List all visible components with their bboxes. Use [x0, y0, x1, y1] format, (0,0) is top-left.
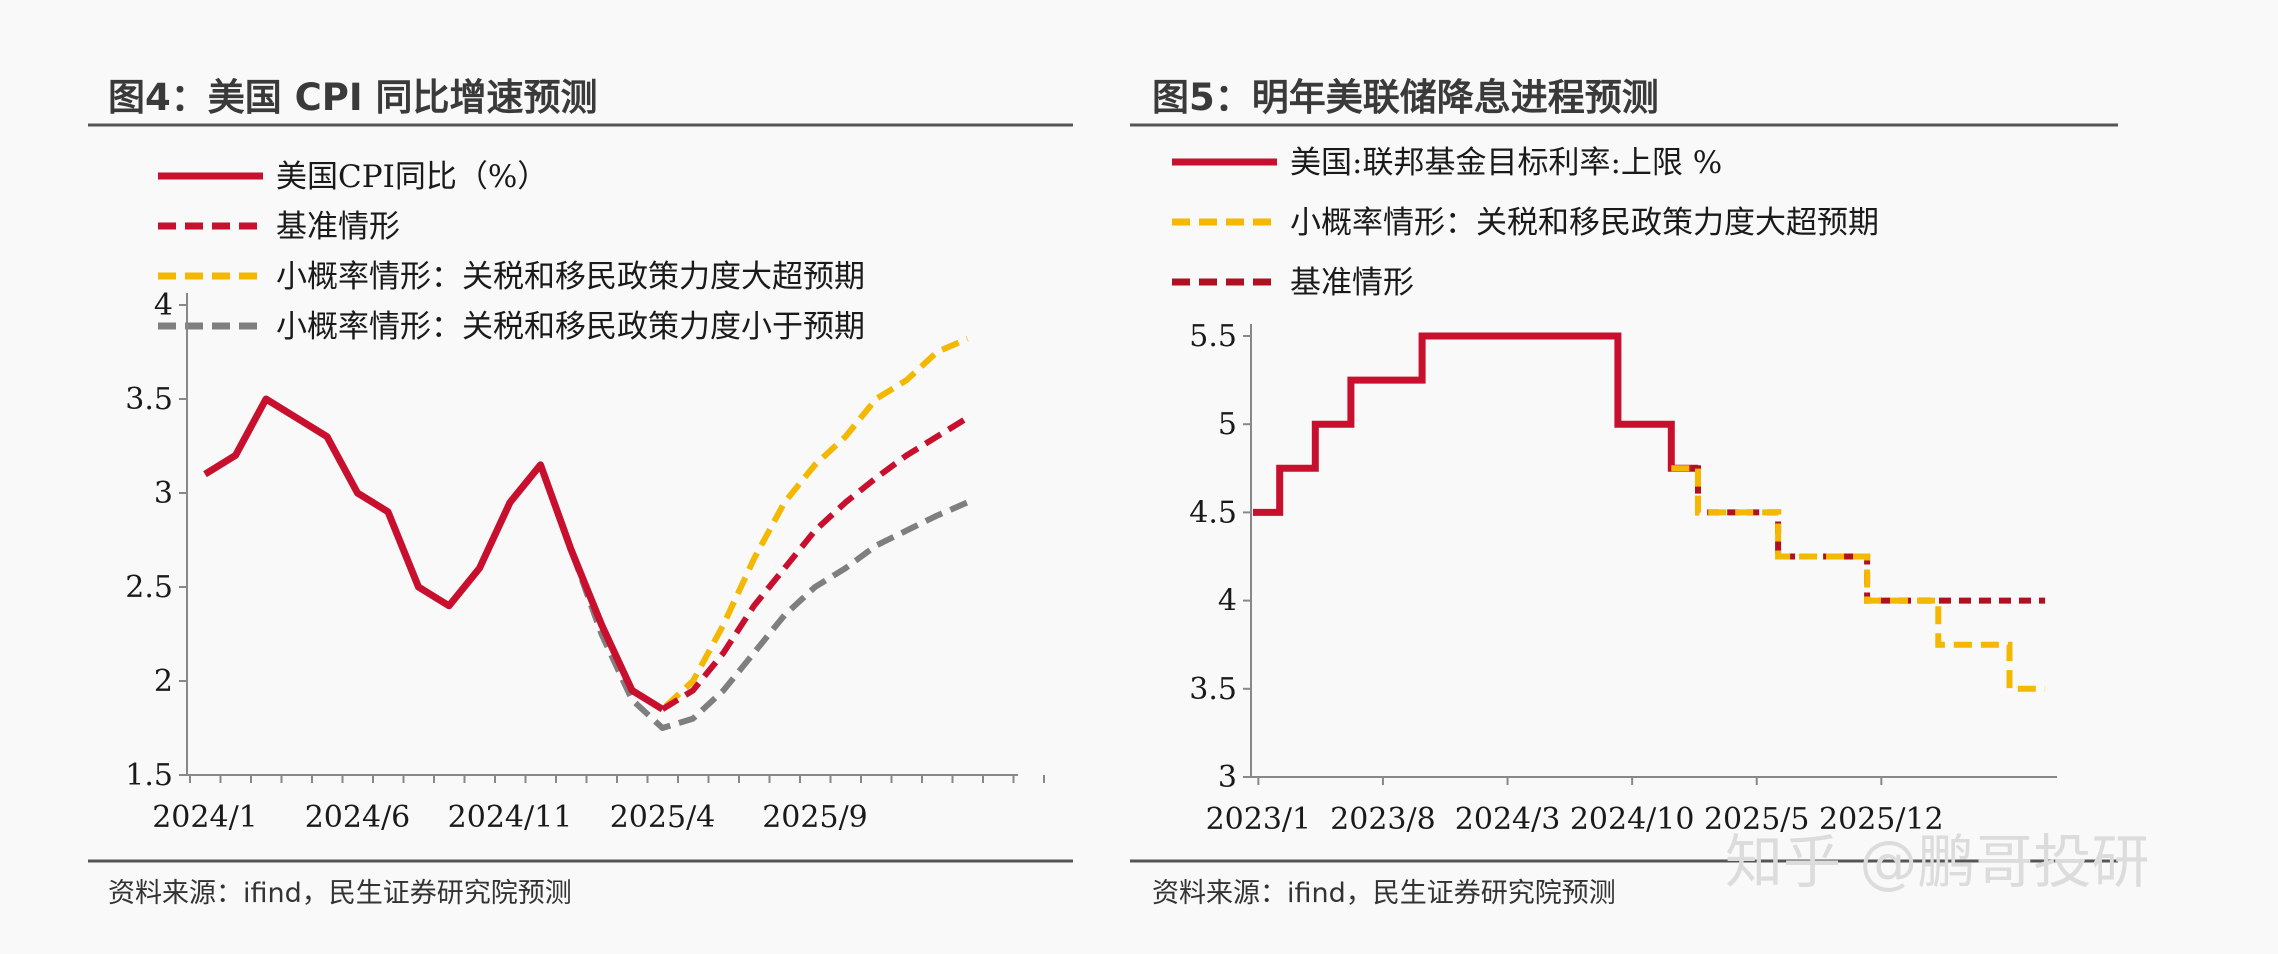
x-tick-label: 2024/10 [1570, 802, 1695, 837]
x-tick-label: 2025/9 [762, 800, 868, 835]
x-tick-label: 2024/1 [152, 800, 258, 835]
series-line [203, 395, 665, 713]
x-tick-label: 2023/8 [1330, 802, 1436, 837]
y-tick-label: 2 [154, 664, 173, 699]
axes: 3 3.5 4 4.5 5 5.5 2023/1 2023/8 2024/3 2024/10 202… [1189, 319, 2057, 837]
axes: 1.5 2 2.5 3 3.5 4 2024/1 2024/6 2024/11 2025/4 202… [125, 288, 1045, 835]
y-tick-label: 4 [154, 288, 173, 323]
legend-label: 小概率情形：关税和移民政策力度大超预期 [276, 259, 865, 295]
figure-fed-rate-forecast: 图5：明年美联储降息进程预测 美国:联邦基金目标利率:上限 % 小概率情形：关税和… [1130, 76, 2118, 909]
y-tick-label: 2.5 [125, 570, 173, 605]
legend-label: 基准情形 [1290, 265, 1414, 301]
series-line [1671, 465, 2046, 692]
x-tick-label: 2025/12 [1819, 802, 1944, 837]
x-tick-label: 2024/6 [305, 800, 411, 835]
source-note: 资料来源：ifind，民生证券研究院预测 [1152, 878, 1616, 909]
y-tick-label: 3.5 [1189, 672, 1237, 707]
series-line [660, 415, 970, 712]
source-note: 资料来源：ifind，民生证券研究院预测 [108, 878, 572, 909]
watermark: 知乎 @鹏哥投研 [1725, 828, 2149, 896]
y-tick-label: 3 [1218, 760, 1237, 795]
y-tick-label: 5.5 [1189, 319, 1237, 354]
series-line [476, 336, 969, 713]
y-tick-label: 3 [154, 476, 173, 511]
legend-label: 美国CPI同比（%） [276, 159, 548, 195]
x-tick-label: 2023/1 [1206, 802, 1312, 837]
legend: 美国CPI同比（%） 基准情形小概率情形：关税和移民政策力度大超预期小概率情形：关… [158, 159, 865, 345]
plot-area [1253, 332, 2046, 692]
legend-label: 基准情形 [276, 209, 400, 245]
series-line [1671, 465, 2046, 604]
figure-title: 图4：美国 CPI 同比增速预测 [108, 76, 598, 119]
y-tick-label: 1.5 [125, 758, 173, 793]
series-line [1253, 332, 1698, 516]
legend-label: 小概率情形：关税和移民政策力度大超预期 [1290, 205, 1879, 241]
y-tick-label: 5 [1218, 407, 1237, 442]
legend-label: 美国:联邦基金目标利率:上限 % [1290, 145, 1722, 181]
legend-label: 小概率情形：关税和移民政策力度小于预期 [276, 309, 865, 345]
x-tick-label: 2024/3 [1455, 802, 1561, 837]
x-tick-label: 2025/5 [1704, 802, 1810, 837]
x-tick-label: 2024/11 [448, 800, 573, 835]
y-tick-label: 3.5 [125, 382, 173, 417]
plot-area [203, 336, 970, 731]
x-tick-label: 2025/4 [610, 800, 716, 835]
y-tick-label: 4.5 [1189, 495, 1237, 530]
figure-cpi-forecast: 图4：美国 CPI 同比增速预测 美国CPI同比（%） 基准情形小概率情形：关税和… [88, 76, 1073, 909]
y-tick-label: 4 [1218, 584, 1237, 619]
figure-title: 图5：明年美联储降息进程预测 [1152, 76, 1659, 119]
series-line [476, 461, 969, 731]
